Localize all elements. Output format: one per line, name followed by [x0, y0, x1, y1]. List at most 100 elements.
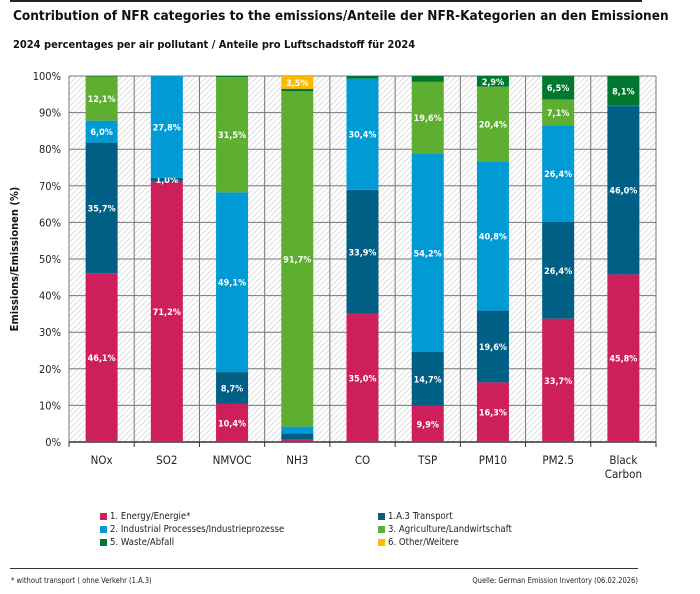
bar-segment — [542, 75, 575, 100]
bar-segment — [85, 273, 118, 442]
x-tick-label: Carbon — [605, 467, 642, 481]
bar-segment — [411, 81, 444, 154]
bar-segment — [411, 76, 444, 82]
bar-segment — [542, 222, 575, 319]
y-tick-label: 20% — [39, 363, 61, 376]
bar-segment — [281, 433, 314, 440]
data-label: 8,1% — [612, 87, 634, 97]
y-tick-label: 0% — [45, 436, 61, 449]
bar-segment — [216, 372, 249, 404]
legend-swatch — [378, 539, 385, 546]
data-label: 7,1% — [547, 109, 569, 119]
bar-segment — [85, 76, 118, 77]
data-label: 6,5% — [547, 84, 569, 94]
data-label: 35,0% — [348, 374, 376, 384]
data-label: 30,4% — [348, 131, 376, 141]
x-tick-label: PM10 — [479, 453, 507, 467]
bar-segment — [476, 310, 509, 383]
y-tick-label: 50% — [39, 253, 61, 266]
bar-segment — [411, 153, 444, 352]
y-tick-label: 40% — [39, 290, 61, 303]
data-label: 35,7% — [88, 204, 116, 214]
legend-swatch — [378, 526, 385, 533]
data-label: 3,5% — [286, 79, 308, 89]
data-label: 19,6% — [414, 114, 442, 124]
y-tick-label: 10% — [39, 399, 61, 412]
legend-swatch — [378, 513, 385, 520]
bar-segment — [411, 351, 444, 406]
bar-segment — [607, 106, 640, 275]
legend-item: 2. Industrial Processes/Industrieprozess… — [100, 524, 284, 535]
chart-title: Contribution of NFR categories to the em… — [13, 8, 669, 24]
data-label: 2,9% — [482, 78, 504, 88]
top-rule — [10, 0, 642, 2]
data-label: 16,3% — [479, 409, 507, 419]
bar-segment — [85, 76, 118, 121]
y-axis-label: Emissions/Emissionen (%) — [8, 187, 21, 332]
data-label: 6,0% — [90, 128, 112, 138]
bar-segment — [281, 88, 314, 92]
x-tick-label: TSP — [417, 453, 437, 467]
legend-label: 6. Other/Weitere — [388, 537, 459, 548]
y-tick-label: 100% — [33, 70, 61, 83]
data-label: 33,7% — [544, 377, 572, 387]
bar-segment — [85, 120, 118, 143]
data-label: 20,4% — [479, 120, 507, 130]
bar-segment — [542, 99, 575, 126]
data-label: 9,9% — [416, 420, 438, 430]
x-tick-label: NH3 — [286, 453, 308, 467]
data-label: 26,4% — [544, 267, 572, 277]
data-label: 8,7% — [221, 385, 243, 395]
x-tick-label: PM2.5 — [542, 453, 574, 467]
y-tick-label: 90% — [39, 107, 61, 120]
stacked-bar-chart: 0% 10% 20% 30% 40% 50% 60% 70% 80% 90% 100% Emissio… — [8, 70, 657, 481]
legend-item: 1.A.3 Transport — [378, 511, 453, 522]
x-tick-label: NOx — [91, 453, 113, 467]
bar-segment — [476, 161, 509, 311]
bar-segment — [281, 91, 314, 427]
legend-swatch — [100, 526, 107, 533]
data-label: 46,1% — [88, 354, 116, 364]
footnote: * without transport ( ohne Verkehr (1.A.… — [11, 576, 152, 585]
data-label: 10,4% — [218, 419, 246, 429]
data-label: 33,9% — [348, 248, 376, 258]
bar-segment — [607, 76, 640, 106]
bar-segment — [281, 76, 314, 89]
data-label: 19,6% — [479, 343, 507, 353]
bar-segment — [607, 274, 640, 442]
bar-segment — [150, 177, 183, 182]
y-tick-label: 30% — [39, 326, 61, 339]
legend-label: 1.A.3 Transport — [388, 511, 453, 522]
legend-item: 5. Waste/Abfall — [100, 537, 174, 548]
bar-segment — [216, 403, 249, 442]
legend-label: 2. Industrial Processes/Industrieprozess… — [110, 524, 285, 535]
data-label: 46,0% — [609, 187, 637, 197]
bar-segment — [607, 105, 640, 107]
x-tick-label: CO — [355, 453, 370, 467]
bar-segment — [476, 86, 509, 162]
legend-label: 3. Agriculture/Landwirtschaft — [388, 524, 512, 535]
bar-segment — [542, 125, 575, 223]
bar-segment — [346, 313, 379, 442]
legend-item: 6. Other/Weitere — [378, 537, 459, 548]
data-label: 40,8% — [479, 232, 507, 242]
legend-item: 3. Agriculture/Landwirtschaft — [378, 524, 512, 535]
x-tick-label: SO2 — [156, 453, 177, 467]
bar-segment — [346, 78, 379, 190]
legend-label: 1. Energy/Energie* — [110, 511, 191, 522]
bar-segment — [542, 318, 575, 442]
source-note: Quelle: German Emission Inventory (06.02… — [472, 576, 638, 585]
bar-segment — [85, 142, 118, 274]
data-label: 45,8% — [609, 355, 637, 365]
data-label: 71,2% — [153, 308, 181, 318]
bar-segment — [281, 426, 314, 434]
y-tick-label: 70% — [39, 180, 61, 193]
bar-segment — [150, 76, 183, 178]
y-tick-label: 60% — [39, 216, 61, 229]
data-label: 27,8% — [153, 123, 181, 133]
bar-segment — [216, 192, 249, 373]
data-label: 54,2% — [414, 249, 442, 259]
x-tick-label: NMVOC — [213, 453, 252, 467]
footer-rule — [10, 568, 638, 569]
